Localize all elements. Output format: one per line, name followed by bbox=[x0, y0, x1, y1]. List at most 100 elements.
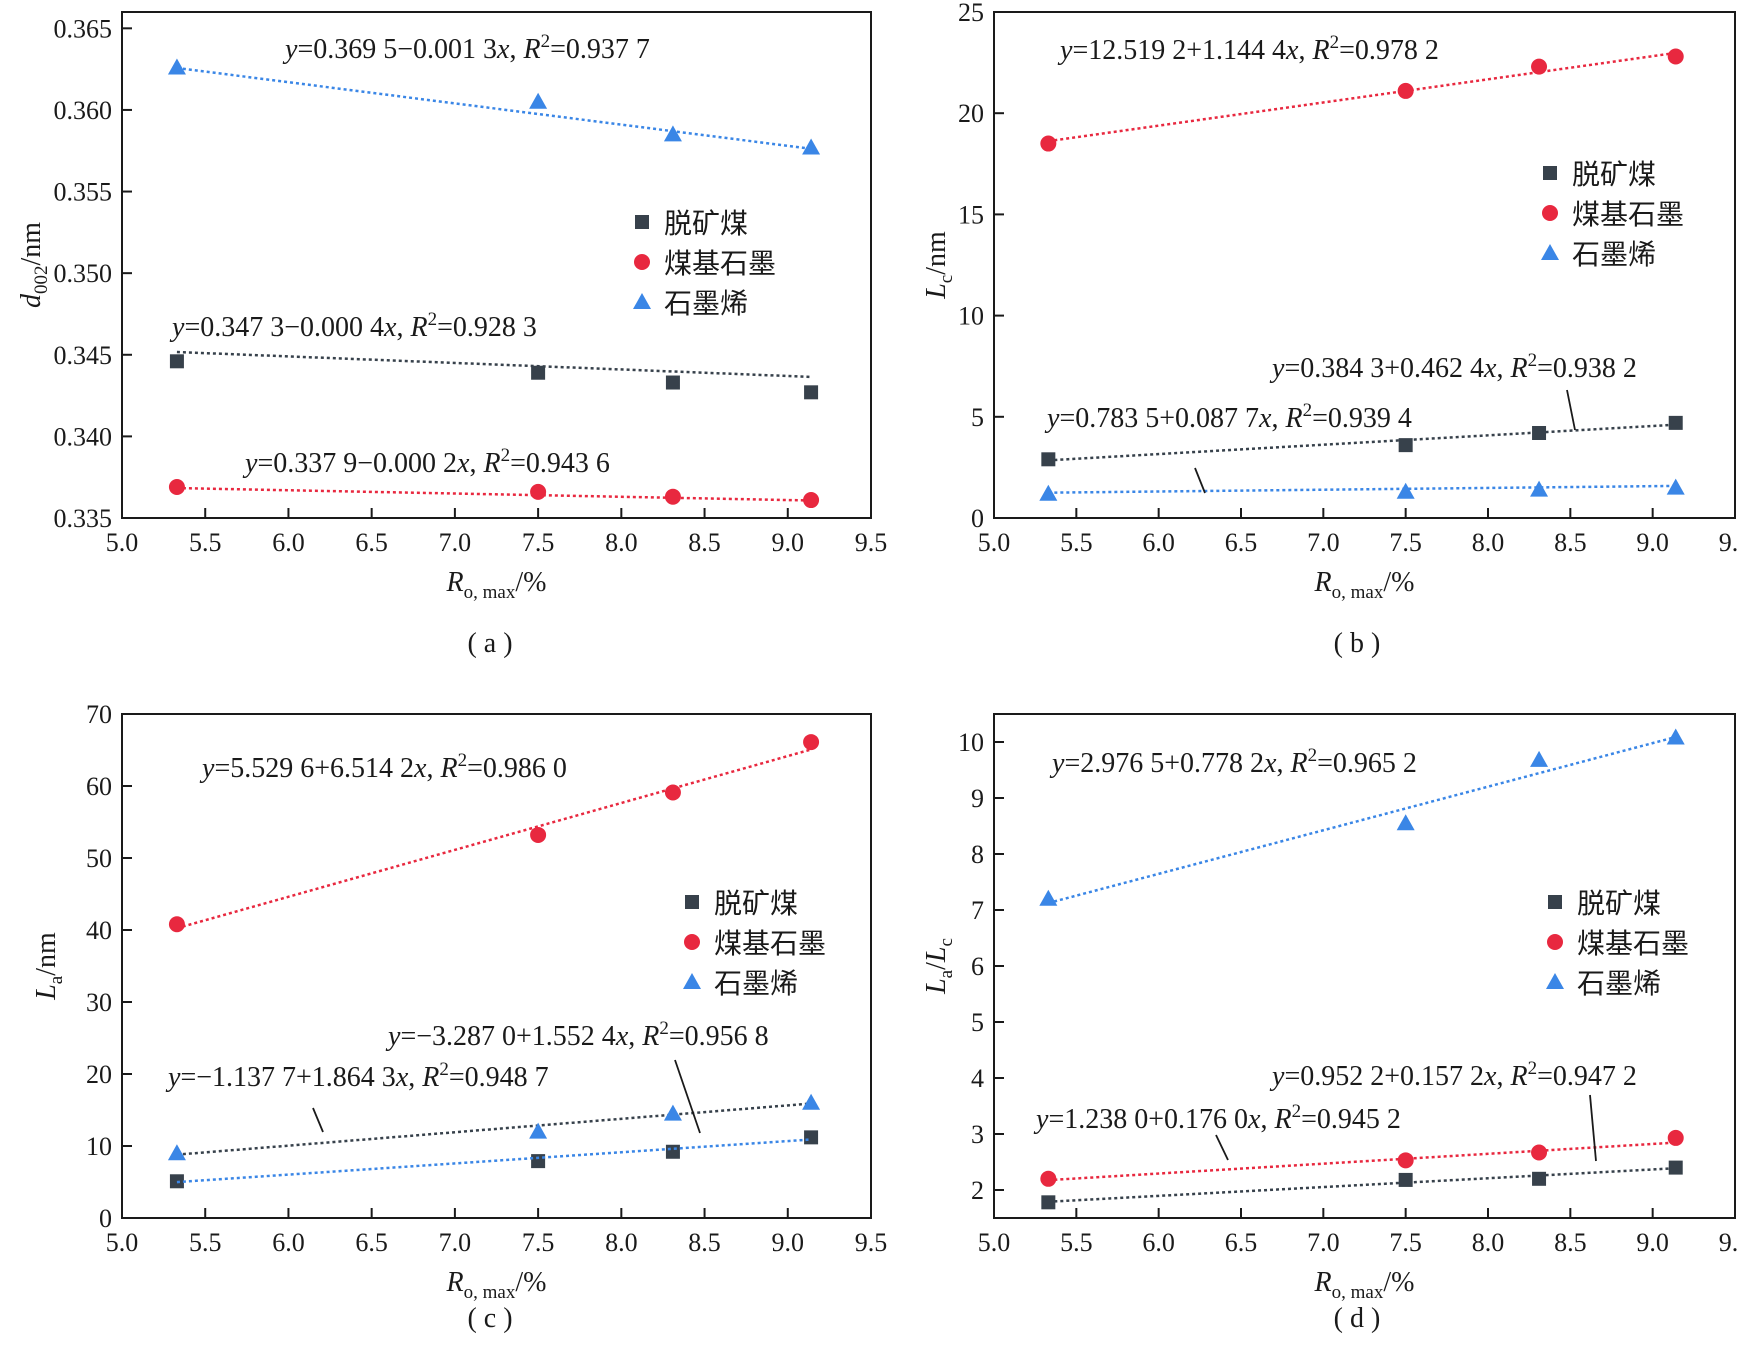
data-point bbox=[1531, 1144, 1548, 1161]
y-tick-label: 4 bbox=[971, 1064, 984, 1093]
data-point bbox=[1530, 480, 1549, 497]
legend-marker bbox=[683, 973, 701, 989]
y-axis-label: La/nm bbox=[31, 932, 67, 1001]
chart-panel-c: 5.0 5.5 6.0 6.5 7.0 7.5 8.0 8.5 9.0 9.5 0 10 20 30 40 5… bbox=[31, 700, 887, 1334]
legend-label: 石墨烯 bbox=[1572, 238, 1656, 271]
y-tick-label: 0.365 bbox=[54, 14, 113, 43]
data-point bbox=[168, 478, 185, 495]
data-point bbox=[1397, 1152, 1414, 1169]
data-point bbox=[1039, 889, 1058, 906]
x-tick-label: 5.0 bbox=[106, 528, 139, 557]
y-tick-label: 10 bbox=[86, 1132, 112, 1161]
x-tick-label: 6.5 bbox=[1225, 528, 1258, 557]
legend-label: 煤基石墨 bbox=[664, 247, 776, 280]
x-tick-label: 8.0 bbox=[605, 528, 638, 557]
data-point bbox=[1041, 452, 1056, 467]
data-point bbox=[1532, 1171, 1547, 1186]
data-point bbox=[802, 1093, 821, 1110]
x-tick-label: 7.0 bbox=[1307, 1228, 1340, 1257]
data-point bbox=[1530, 750, 1549, 767]
x-tick-label: 5.5 bbox=[189, 528, 222, 557]
data-point bbox=[530, 483, 547, 500]
x-axis-label: Ro, max/% bbox=[1314, 567, 1415, 603]
fit-line bbox=[1048, 423, 1676, 462]
x-tick-label: 5.0 bbox=[978, 1228, 1011, 1257]
fit-line bbox=[176, 486, 812, 502]
plot-frame bbox=[993, 713, 1736, 1219]
fit-equation: y=2.976 5+0.778 2x, R2=0.965 2 bbox=[1049, 745, 1417, 779]
data-point bbox=[804, 1130, 819, 1145]
data-point bbox=[664, 784, 681, 801]
data-point bbox=[663, 125, 682, 142]
fit-line bbox=[1048, 735, 1677, 905]
legend-marker bbox=[685, 895, 699, 909]
fit-line bbox=[176, 1138, 812, 1184]
legend-label: 脱矿煤 bbox=[1577, 887, 1661, 920]
x-tick-label: 5.0 bbox=[106, 1228, 139, 1257]
data-point bbox=[1532, 425, 1547, 440]
fit-equation: y=0.347 3−0.000 4x, R2=0.928 3 bbox=[169, 309, 537, 343]
legend-marker bbox=[1542, 205, 1558, 221]
x-tick-label: 9.0 bbox=[772, 528, 805, 557]
fit-line bbox=[176, 66, 812, 151]
y-tick-label: 15 bbox=[958, 200, 984, 229]
legend-label: 石墨烯 bbox=[1577, 967, 1661, 1000]
legend-label: 脱矿煤 bbox=[714, 887, 798, 920]
y-tick-label: 20 bbox=[958, 99, 984, 128]
data-point bbox=[531, 365, 546, 380]
x-tick-label: 6.0 bbox=[272, 1228, 305, 1257]
x-tick-label: 6.5 bbox=[355, 528, 388, 557]
chart-panel-d: 5.0 5.5 6.0 6.5 7.0 7.5 8.0 8.5 9.0 9.5 2 3 4 5 6 7 8 9 10… bbox=[921, 713, 1738, 1334]
x-tick-label: 5.5 bbox=[1060, 1228, 1093, 1257]
panel-caption: ( b ) bbox=[1334, 628, 1381, 659]
x-tick-label: 6.0 bbox=[272, 528, 305, 557]
fit-equation: y=0.952 2+0.157 2x, R2=0.947 2 bbox=[1269, 1058, 1637, 1092]
fit-equation: y=12.519 2+1.144 4x, R2=0.978 2 bbox=[1057, 32, 1439, 66]
fit-equation: y=0.384 3+0.462 4x, R2=0.938 2 bbox=[1269, 350, 1637, 384]
y-axis-label: d002/nm bbox=[16, 222, 52, 308]
legend-marker bbox=[684, 934, 700, 950]
legend-label: 脱矿煤 bbox=[1572, 158, 1656, 191]
data-point bbox=[1667, 1129, 1684, 1146]
x-tick-label: 9.0 bbox=[772, 1228, 805, 1257]
data-point bbox=[1039, 484, 1058, 501]
legend-marker bbox=[633, 293, 651, 309]
y-tick-label: 8 bbox=[971, 840, 984, 869]
data-point bbox=[1667, 48, 1684, 65]
legend-label: 石墨烯 bbox=[664, 287, 748, 320]
legend-marker bbox=[1543, 166, 1557, 180]
data-point bbox=[1398, 438, 1413, 453]
equation-leader-line bbox=[312, 1107, 324, 1133]
data-point bbox=[167, 58, 186, 75]
data-point bbox=[1666, 478, 1685, 495]
legend-label: 脱矿煤 bbox=[664, 207, 748, 240]
data-point bbox=[1040, 135, 1057, 152]
fit-equation: y=1.238 0+0.176 0x, R2=0.945 2 bbox=[1033, 1101, 1401, 1135]
y-tick-label: 20 bbox=[86, 1060, 112, 1089]
y-tick-label: 0 bbox=[971, 504, 984, 533]
x-axis-label: Ro, max/% bbox=[446, 1267, 547, 1303]
fit-line bbox=[1048, 1141, 1676, 1182]
x-tick-label: 7.0 bbox=[439, 528, 472, 557]
equation-leader-line bbox=[1566, 389, 1576, 431]
fit-line bbox=[176, 1102, 812, 1156]
y-tick-label: 0.345 bbox=[54, 341, 113, 370]
fit-line bbox=[1048, 51, 1676, 143]
data-point bbox=[803, 492, 820, 509]
x-tick-label: 8.5 bbox=[1554, 1228, 1587, 1257]
legend-label: 石墨烯 bbox=[714, 967, 798, 1000]
x-tick-label: 9.5 bbox=[1719, 1228, 1738, 1257]
data-point bbox=[665, 1144, 680, 1159]
legend-marker bbox=[634, 254, 650, 270]
data-point bbox=[169, 354, 184, 369]
fit-equation: y=−3.287 0+1.552 4x, R2=0.956 8 bbox=[385, 1018, 769, 1052]
x-tick-label: 7.5 bbox=[522, 1228, 555, 1257]
x-tick-label: 5.5 bbox=[189, 1228, 222, 1257]
y-tick-label: 5 bbox=[971, 1008, 984, 1037]
fit-equation: y=5.529 6+6.514 2x, R2=0.986 0 bbox=[199, 750, 567, 784]
x-tick-label: 6.0 bbox=[1142, 528, 1175, 557]
x-tick-label: 8.5 bbox=[688, 528, 721, 557]
data-point bbox=[1666, 728, 1685, 745]
y-tick-label: 0.340 bbox=[54, 422, 113, 451]
x-axis-label: Ro, max/% bbox=[1314, 1267, 1415, 1303]
